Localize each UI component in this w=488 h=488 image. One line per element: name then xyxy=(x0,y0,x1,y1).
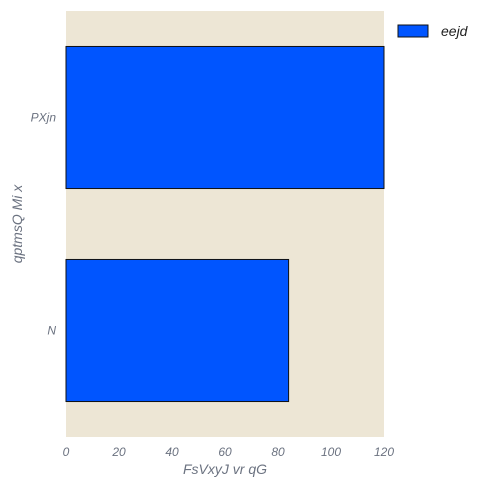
legend-label: eejd xyxy=(441,23,469,39)
legend: eejd xyxy=(397,23,469,39)
y-axis-title: qptmsQ Mi x xyxy=(9,184,25,264)
x-tick-label: 120 xyxy=(374,445,394,459)
y-tick-label: PXjn xyxy=(31,111,57,125)
x-tick-label: 0 xyxy=(63,445,70,459)
y-tick-label: N xyxy=(47,324,56,338)
x-tick-label: 100 xyxy=(321,445,341,459)
x-tick-label: 40 xyxy=(165,445,179,459)
x-axis-title: FsVxyJ vr qG xyxy=(183,461,267,477)
x-tick-labels: 0 20 40 60 80 100 120 xyxy=(63,445,395,459)
bar-n xyxy=(65,258,290,403)
x-tick-label: 60 xyxy=(218,445,232,459)
y-tick-labels: PXjn N xyxy=(31,111,57,338)
bar-pxjn xyxy=(65,45,385,190)
x-tick-label: 80 xyxy=(271,445,285,459)
legend-swatch xyxy=(397,24,429,38)
bars-group xyxy=(65,45,385,403)
x-tick-label: 20 xyxy=(111,445,126,459)
